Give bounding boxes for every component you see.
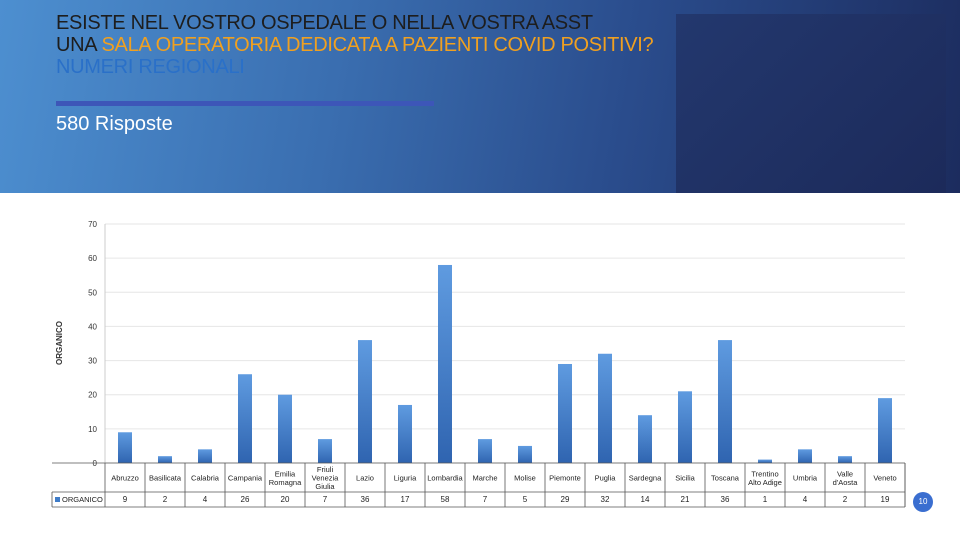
page-number-badge: 10 [913, 492, 933, 512]
x-category-label: Liguria [394, 474, 417, 483]
title-highlight: SALA OPERATORIA DEDICATA A PAZIENTI COVI… [101, 34, 654, 56]
bar [758, 459, 772, 463]
table-value: 1 [763, 495, 768, 504]
table-value: 36 [721, 495, 730, 504]
y-tick-label: 30 [88, 357, 97, 366]
table-value: 9 [123, 495, 128, 504]
x-category-label: Calabria [191, 474, 220, 483]
y-tick-label: 40 [88, 322, 97, 331]
bar [278, 394, 292, 463]
table-value: 26 [241, 495, 250, 504]
table-value: 20 [281, 495, 290, 504]
table-value: 7 [323, 495, 328, 504]
title-line-2: UNA SALA OPERATORIA DEDICATA A PAZIENTI … [56, 34, 654, 56]
bar [518, 445, 532, 463]
table-value: 2 [843, 495, 848, 504]
x-category-label: Molise [514, 474, 536, 483]
x-category-label: Toscana [711, 474, 740, 483]
y-tick-label: 20 [88, 391, 97, 400]
table-value: 36 [361, 495, 370, 504]
y-tick-label: 0 [93, 459, 98, 468]
table-row-label: ORGANICO [62, 495, 103, 504]
bar [838, 456, 852, 463]
x-category-label: Sardegna [629, 474, 662, 483]
x-category-label: Veneto [873, 474, 896, 483]
bar [118, 432, 132, 463]
table-value: 4 [803, 495, 808, 504]
table-value: 19 [881, 495, 890, 504]
header-dark-box [676, 14, 946, 193]
bar [638, 415, 652, 463]
x-category-label: Trentino Alto Adige [748, 469, 782, 487]
table-value: 58 [441, 495, 450, 504]
y-tick-label: 10 [88, 425, 97, 434]
bar [878, 398, 892, 463]
x-category-label: Basilicata [149, 474, 182, 483]
bar [438, 264, 452, 463]
table-value: 29 [561, 495, 570, 504]
bar [598, 353, 612, 463]
bar [398, 404, 412, 463]
title-line-3: NUMERI REGIONALI [56, 56, 245, 78]
title-underline [56, 101, 434, 106]
table-value: 2 [163, 495, 168, 504]
page-title: ESISTE NEL VOSTRO OSPEDALE O NELLA VOSTR… [56, 12, 654, 78]
title-line-2-prefix: UNA [56, 34, 102, 56]
x-category-label: Friuli Venezia Giulia [312, 465, 340, 491]
x-category-label: Piemonte [549, 474, 581, 483]
table-value: 7 [483, 495, 488, 504]
x-category-label: Umbria [793, 474, 818, 483]
table-value: 14 [641, 495, 650, 504]
bar [198, 449, 212, 463]
bar [358, 340, 372, 463]
bar [158, 456, 172, 463]
legend-key [55, 497, 60, 502]
y-tick-label: 50 [88, 288, 97, 297]
y-tick-label: 60 [88, 254, 97, 263]
responses-count: 580 Risposte [56, 113, 173, 135]
bar [478, 439, 492, 463]
table-value: 5 [523, 495, 528, 504]
x-category-label: Marche [472, 474, 497, 483]
bar [718, 340, 732, 463]
x-category-label: Emilia Romagna [269, 469, 302, 487]
x-category-label: Lazio [356, 474, 374, 483]
bar [798, 449, 812, 463]
x-category-label: Abruzzo [111, 474, 139, 483]
bar [558, 363, 572, 463]
bar [678, 391, 692, 463]
x-category-label: Sicilia [675, 474, 695, 483]
y-tick-label: 70 [88, 220, 97, 229]
x-category-label: Puglia [595, 474, 617, 483]
bar [318, 439, 332, 463]
x-category-label: Valle d'Aosta [833, 469, 859, 487]
table-value: 17 [401, 495, 410, 504]
table-value: 32 [601, 495, 610, 504]
y-axis-title: ORGANICO [55, 321, 64, 365]
title-line-1: ESISTE NEL VOSTRO OSPEDALE O NELLA VOSTR… [56, 12, 593, 34]
table-value: 4 [203, 495, 208, 504]
table-value: 21 [681, 495, 690, 504]
bar [238, 374, 252, 463]
x-category-label: Lombardia [427, 474, 463, 483]
x-category-label: Campania [228, 474, 263, 483]
